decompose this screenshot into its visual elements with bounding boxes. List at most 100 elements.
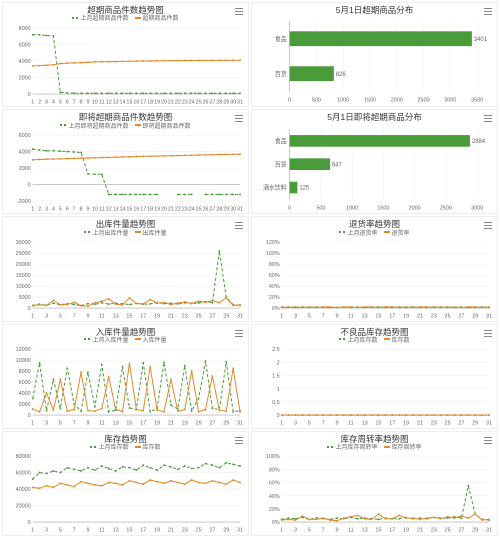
- svg-text:3: 3: [294, 313, 297, 318]
- chart-legend: 上月库存周转率库存周转率: [256, 445, 493, 452]
- svg-text:9: 9: [335, 421, 338, 426]
- svg-text:21: 21: [417, 421, 423, 426]
- svg-text:40%: 40%: [269, 284, 280, 290]
- svg-text:20%: 20%: [269, 507, 280, 513]
- panel-turnover_trend: 库存周转率趋势图上月库存周转率库存周转率0%20%40%60%80%100%13…: [251, 431, 498, 536]
- svg-text:5: 5: [308, 421, 311, 426]
- svg-text:2000: 2000: [409, 205, 421, 211]
- menu-icon[interactable]: [484, 436, 492, 444]
- legend-swatch: [84, 231, 90, 233]
- svg-text:4: 4: [52, 206, 55, 211]
- svg-text:31: 31: [237, 99, 243, 104]
- svg-text:5: 5: [308, 313, 311, 318]
- chart-legend: 上月入库件量 入库件量: [7, 338, 244, 345]
- svg-text:20: 20: [161, 99, 167, 104]
- svg-text:19: 19: [403, 421, 409, 426]
- chart-legend: 上月退货率退货率: [256, 231, 493, 238]
- svg-text:100%: 100%: [266, 454, 280, 460]
- legend-swatch: [384, 446, 390, 448]
- chart-area: 0200040006000800012345678910111213141516…: [7, 26, 244, 105]
- svg-text:7: 7: [73, 421, 76, 426]
- panel-title: 库存趋势图: [7, 435, 244, 444]
- dashboard-grid: 超期商品件数趋势图上月超期商品件数超期商品件数02000400060008000…: [0, 0, 500, 538]
- svg-text:7: 7: [322, 528, 325, 533]
- svg-text:29: 29: [472, 421, 478, 426]
- chart-area: 0%20%40%60%80%100%120%135791113151719212…: [256, 240, 493, 319]
- svg-text:11: 11: [99, 528, 105, 533]
- chart-area: -200002000400060001234567891011121314151…: [7, 133, 244, 212]
- svg-text:13: 13: [113, 99, 119, 104]
- svg-text:2000: 2000: [19, 166, 31, 172]
- chart-area: 0%20%40%60%80%100%1357911131517192123252…: [256, 454, 493, 533]
- svg-text:20000: 20000: [16, 262, 31, 268]
- svg-text:60%: 60%: [269, 481, 280, 487]
- menu-icon[interactable]: [235, 221, 243, 229]
- svg-text:0: 0: [28, 413, 31, 419]
- svg-text:30000: 30000: [16, 240, 31, 246]
- svg-text:500: 500: [316, 205, 325, 211]
- svg-text:3: 3: [45, 206, 48, 211]
- svg-text:24: 24: [189, 99, 195, 104]
- svg-text:3000: 3000: [471, 205, 483, 211]
- svg-text:0: 0: [288, 98, 291, 104]
- svg-text:20%: 20%: [269, 295, 280, 301]
- menu-icon[interactable]: [484, 221, 492, 229]
- svg-text:19: 19: [154, 421, 160, 426]
- svg-text:8: 8: [80, 99, 83, 104]
- svg-text:15: 15: [375, 313, 381, 318]
- svg-text:0: 0: [277, 413, 280, 419]
- panel-expired_dist: 5月1日超期商品分布0500100015002000250030003500食品…: [251, 2, 498, 107]
- menu-icon[interactable]: [484, 329, 492, 337]
- legend-label: 上月入库件量: [92, 338, 128, 344]
- menu-icon[interactable]: [484, 114, 492, 122]
- svg-text:3: 3: [45, 313, 48, 318]
- svg-text:29: 29: [223, 528, 229, 533]
- svg-text:-2000: -2000: [17, 199, 31, 205]
- menu-icon[interactable]: [235, 329, 243, 337]
- svg-text:15: 15: [375, 528, 381, 533]
- menu-icon[interactable]: [235, 436, 243, 444]
- svg-text:31: 31: [486, 528, 492, 533]
- svg-text:1500: 1500: [377, 205, 389, 211]
- svg-text:3: 3: [45, 99, 48, 104]
- legend-label: 即将超期商品件数: [143, 124, 191, 130]
- svg-text:1: 1: [277, 387, 280, 393]
- svg-text:17: 17: [140, 421, 146, 426]
- menu-icon[interactable]: [235, 114, 243, 122]
- svg-text:15: 15: [126, 528, 132, 533]
- menu-icon[interactable]: [235, 7, 243, 15]
- panel-defect_stock_trend: 不良品库存趋势图上月库存数库存数00.511.522.5135791113151…: [251, 324, 498, 429]
- legend-label: 退货率: [392, 231, 410, 237]
- svg-text:27: 27: [209, 99, 215, 104]
- svg-text:5: 5: [59, 206, 62, 211]
- legend-label: 上月库存数: [98, 445, 128, 451]
- legend-label: 上月即将超期商品件数: [68, 124, 128, 130]
- svg-text:20: 20: [161, 206, 167, 211]
- svg-text:百货: 百货: [275, 70, 287, 78]
- svg-text:11: 11: [99, 421, 105, 426]
- panel-title: 即将超期商品件数趋势图: [7, 113, 244, 122]
- panel-soon_expired_dist: 5月1日即将超期商品分布050010001500200025003000食品28…: [251, 109, 498, 214]
- svg-text:0: 0: [28, 306, 31, 312]
- svg-text:19: 19: [154, 528, 160, 533]
- svg-text:2500: 2500: [440, 205, 452, 211]
- svg-text:1: 1: [31, 206, 34, 211]
- legend-swatch: [339, 231, 345, 233]
- legend-item: 入库件量: [135, 338, 167, 344]
- svg-text:10: 10: [92, 206, 98, 211]
- svg-text:25: 25: [196, 99, 202, 104]
- svg-text:9: 9: [335, 313, 338, 318]
- chart-legend: 上月库存数库存数: [256, 338, 493, 345]
- svg-text:17: 17: [389, 528, 395, 533]
- svg-text:0: 0: [28, 520, 31, 526]
- svg-text:2.5: 2.5: [272, 347, 280, 353]
- legend-swatch: [135, 338, 141, 340]
- svg-text:12: 12: [106, 206, 112, 211]
- svg-text:60%: 60%: [269, 273, 280, 279]
- svg-text:6: 6: [66, 99, 69, 104]
- svg-text:16: 16: [133, 99, 139, 104]
- menu-icon[interactable]: [484, 7, 492, 15]
- svg-text:25: 25: [196, 313, 202, 318]
- svg-text:食品: 食品: [275, 35, 287, 43]
- svg-text:13: 13: [362, 528, 368, 533]
